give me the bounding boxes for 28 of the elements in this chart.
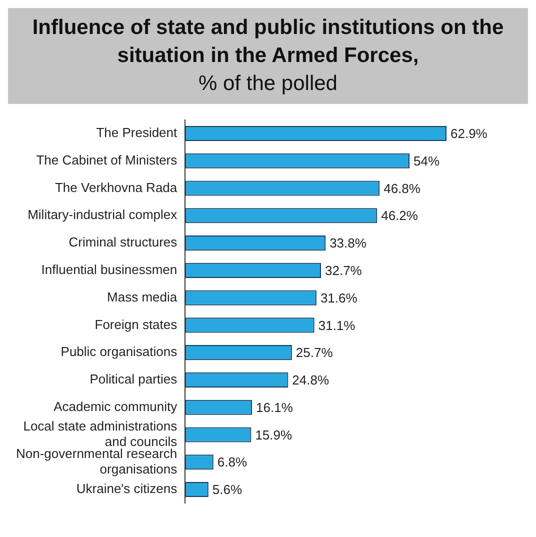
data-label: 33.8% xyxy=(330,236,367,251)
data-label: 46.8% xyxy=(384,180,421,196)
y-tick-label: The President xyxy=(96,125,178,140)
y-tick-label: Military-industrial complex xyxy=(28,207,178,222)
data-label: 15.9% xyxy=(255,427,293,442)
y-tick-label: Foreign states xyxy=(94,316,178,332)
data-label: 54% xyxy=(414,153,440,168)
data-label: 25.7% xyxy=(296,345,334,360)
data-label: 24.8% xyxy=(292,372,330,388)
y-tick-label: Political parties xyxy=(90,372,178,387)
data-label: 31.1% xyxy=(318,318,356,333)
y-tick-label: Academic community xyxy=(54,398,178,414)
data-label: 16.1% xyxy=(256,400,294,415)
y-tick-label: Ukraine's citizens xyxy=(76,481,178,496)
y-tick-label: The Cabinet of Ministers xyxy=(36,152,178,168)
y-tick-label: Mass media xyxy=(107,289,178,304)
y-tick-label: Public organisations xyxy=(60,344,178,360)
y-tick-label: Influential businessmen xyxy=(41,262,178,277)
data-label: 32.7% xyxy=(325,263,362,278)
data-label: 62.9% xyxy=(450,126,488,142)
chart-subtitle: % of the polled xyxy=(198,71,338,97)
data-label: 6.8% xyxy=(217,454,248,470)
y-tick-label: Criminal structures xyxy=(68,234,178,250)
data-label: 31.6% xyxy=(320,290,358,306)
data-label: 46.2% xyxy=(381,208,418,224)
y-tick-label: The Verkhovna Rada xyxy=(54,180,178,195)
chart-title: Influence of state and public institutions on the situation in the Armed Forces, xyxy=(31,15,505,69)
data-label: 5.6% xyxy=(212,482,242,498)
